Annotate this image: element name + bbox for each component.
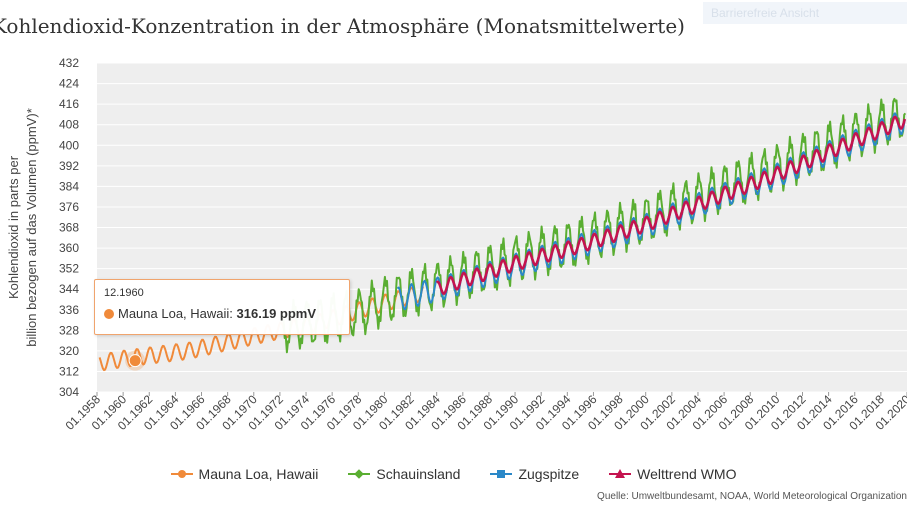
tooltip-series-marker bbox=[104, 309, 114, 319]
series-line-wmo bbox=[435, 115, 907, 295]
legend-item-zugspitze[interactable]: Zugspitze bbox=[490, 466, 579, 482]
y-tick-label: 344 bbox=[59, 282, 79, 296]
y-tick-label: 400 bbox=[59, 138, 79, 152]
chart-title: Kohlendioxid-Konzentration in der Atmosp… bbox=[0, 14, 685, 38]
legend-item-welttrend-wmo[interactable]: Welttrend WMO bbox=[609, 466, 736, 482]
x-axis-ticks: 01.195801.196001.196201.196401.196601.19… bbox=[63, 392, 907, 433]
legend: Mauna Loa, Hawaii Schauinsland Zugspitze… bbox=[0, 466, 907, 482]
y-axis-label-line-2: billion bezogen auf das Volumen (ppmV)* bbox=[24, 108, 39, 346]
tooltip-value: 316.19 ppmV bbox=[236, 306, 317, 321]
source-note: Quelle: Umweltbundesamt, NOAA, World Met… bbox=[597, 491, 907, 502]
legend-label: Schauinsland bbox=[376, 466, 461, 482]
y-tick-label: 336 bbox=[59, 303, 79, 317]
legend-triangle-icon bbox=[609, 468, 632, 480]
legend-label: Welttrend WMO bbox=[637, 466, 737, 482]
series-line-schauinsland bbox=[281, 97, 907, 354]
y-tick-label: 392 bbox=[59, 159, 79, 173]
y-tick-label: 432 bbox=[59, 56, 79, 70]
legend-square-icon bbox=[490, 468, 513, 480]
tooltip: 12.1960 Mauna Loa, Hawaii: 316.19 ppmV bbox=[94, 279, 350, 335]
tooltip-series-name: Mauna Loa, Hawaii: bbox=[118, 306, 233, 321]
y-tick-label: 360 bbox=[59, 241, 79, 255]
legend-diamond-icon bbox=[348, 468, 371, 480]
legend-label: Zugspitze bbox=[518, 466, 580, 482]
y-tick-label: 352 bbox=[59, 262, 79, 276]
legend-label: Mauna Loa, Hawaii bbox=[198, 466, 319, 482]
y-tick-label: 320 bbox=[59, 344, 79, 358]
y-tick-label: 376 bbox=[59, 200, 79, 214]
tooltip-date: 12.1960 bbox=[104, 287, 144, 299]
y-tick-label: 328 bbox=[59, 323, 79, 337]
y-tick-label: 368 bbox=[59, 221, 79, 235]
y-tick-label: 384 bbox=[59, 179, 79, 193]
legend-item-schauinsland[interactable]: Schauinsland bbox=[348, 466, 460, 482]
y-tick-label: 424 bbox=[59, 77, 79, 91]
y-tick-label: 312 bbox=[59, 364, 79, 378]
y-axis-label-line-1: Kohlendioxid in parts per bbox=[6, 155, 21, 299]
co2-line-chart: 304 312 320 328 336 344 352 360 368 376 384 392 400 4… bbox=[6, 56, 907, 433]
series-lines bbox=[98, 97, 907, 372]
y-axis-ticks: 304 312 320 328 336 344 352 360 368 376 384 392 400 4… bbox=[59, 56, 79, 399]
y-tick-label: 408 bbox=[59, 118, 79, 132]
tooltip-row: Mauna Loa, Hawaii: 316.19 ppmV bbox=[104, 306, 316, 321]
accessibility-widget[interactable]: Barrierefreie Ansicht bbox=[703, 2, 907, 24]
y-tick-label: 416 bbox=[59, 97, 79, 111]
highlight-point[interactable] bbox=[128, 354, 142, 368]
legend-item-mauna-loa[interactable]: Mauna Loa, Hawaii bbox=[170, 466, 319, 482]
y-tick-label: 304 bbox=[59, 385, 79, 399]
legend-circle-icon bbox=[170, 468, 193, 480]
markers bbox=[125, 350, 146, 371]
